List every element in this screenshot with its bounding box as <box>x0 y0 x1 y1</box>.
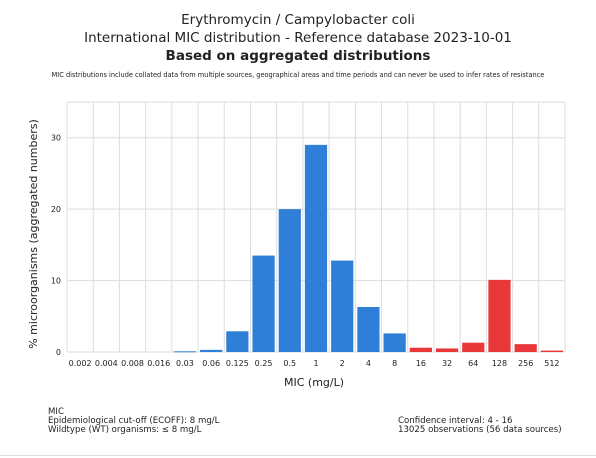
bar-0.25 <box>252 255 275 352</box>
y-tick-label: 10 <box>51 277 61 286</box>
chart-subtitle-bold: Based on aggregated distributions <box>165 48 431 64</box>
x-tick-label: 256 <box>518 359 533 368</box>
x-tick-label: 1 <box>313 359 318 368</box>
bar-128 <box>488 279 511 352</box>
x-axis-label: MIC (mg/L) <box>284 376 344 389</box>
bar-0.03 <box>173 351 197 353</box>
bar-64 <box>462 342 485 352</box>
x-tick-label: 512 <box>544 359 559 368</box>
bar-0.06 <box>200 349 223 352</box>
y-tick-label: 30 <box>51 134 61 143</box>
x-tick-label: 0.004 <box>95 359 118 368</box>
footer-left: MIC Epidemiological cut-off (ECOFF): 8 m… <box>48 408 219 435</box>
x-tick-label: 128 <box>492 359 507 368</box>
x-tick-label: 2 <box>340 359 345 368</box>
chart-note: MIC distributions include collated data … <box>51 71 545 79</box>
x-tick-label: 0.008 <box>121 359 144 368</box>
x-tick-label: 16 <box>416 359 426 368</box>
x-tick-label: 32 <box>442 359 452 368</box>
bar-16 <box>409 347 432 352</box>
footer-wildtype: Wildtype (WT) organisms: ≤ 8 mg/L <box>48 425 202 435</box>
x-tick-labels: 0.002 0.004 0.008 0.016 0.03 0.06 0.125 0.25 0.5… <box>69 359 560 368</box>
bar-4 <box>357 307 380 352</box>
footer-right: Confidence interval: 4 - 16 13025 observ… <box>398 417 562 435</box>
x-tick-label: 0.125 <box>226 359 249 368</box>
x-tick-label: 64 <box>468 359 478 368</box>
x-tick-label: 0.25 <box>255 359 273 368</box>
chart-area: 0 10 20 30 0.002 0.004 0.008 0.016 0.03 0.06 0.12… <box>27 101 566 389</box>
bottom-divider <box>0 455 596 456</box>
x-tick-label: 4 <box>366 359 371 368</box>
bar-0.125 <box>226 331 249 352</box>
x-tick-label: 8 <box>392 359 397 368</box>
y-axis-label: % microorganisms (aggregated numbers) <box>27 119 40 349</box>
x-tick-label: 0.002 <box>69 359 92 368</box>
x-tick-label: 0.016 <box>147 359 170 368</box>
chart-subtitle: International MIC distribution - Referen… <box>84 30 512 46</box>
footer-mic-label: MIC <box>48 407 64 417</box>
footer-observations: 13025 observations (56 data sources) <box>398 425 562 435</box>
bar-1 <box>304 144 328 352</box>
bar-2 <box>331 260 354 352</box>
bar-256 <box>514 344 537 352</box>
footer-confidence-interval: Confidence interval: 4 - 16 <box>398 416 513 426</box>
bars <box>173 144 563 353</box>
grid-lines <box>66 101 566 353</box>
bar-8 <box>383 333 406 352</box>
x-tick-label: 0.06 <box>202 359 220 368</box>
y-tick-label: 0 <box>56 348 61 357</box>
bar-512 <box>540 350 563 352</box>
x-tick-label: 0.03 <box>176 359 194 368</box>
bar-0.5 <box>278 209 301 352</box>
chart-title: Erythromycin / Campylobacter coli <box>181 12 415 28</box>
y-tick-labels: 0 10 20 30 <box>51 134 61 357</box>
bar-32 <box>435 348 459 352</box>
x-tick-label: 0.5 <box>283 359 296 368</box>
y-tick-label: 20 <box>51 205 61 214</box>
footer-ecoff: Epidemiological cut-off (ECOFF): 8 mg/L <box>48 416 220 426</box>
